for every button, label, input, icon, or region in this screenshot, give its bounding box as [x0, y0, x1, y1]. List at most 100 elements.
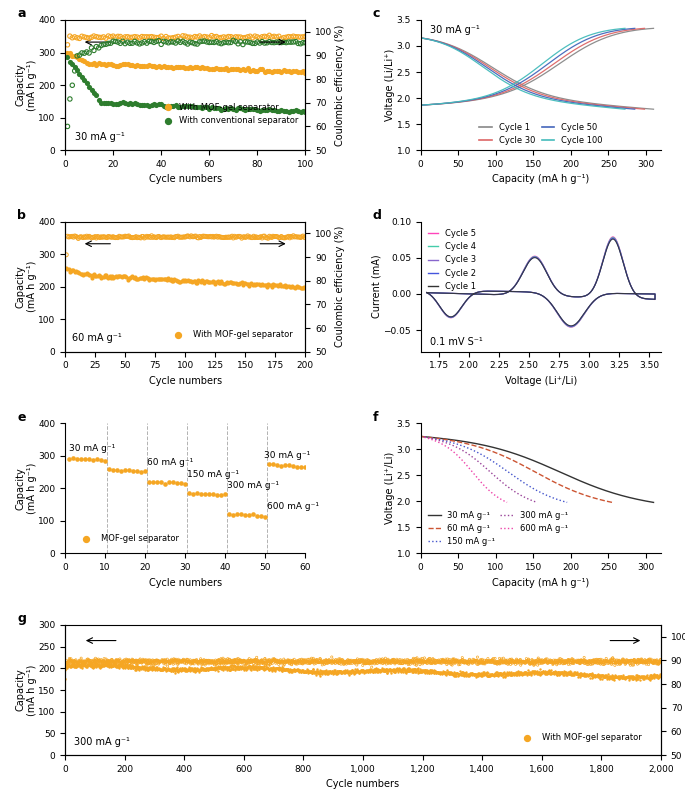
Point — [338, 658, 349, 671]
Point — [536, 656, 547, 669]
Point — [155, 272, 166, 285]
Point — [428, 655, 439, 668]
Point — [582, 669, 593, 682]
Point — [153, 662, 164, 675]
Point — [618, 671, 629, 684]
Point — [502, 654, 513, 666]
Point — [291, 656, 302, 669]
Point — [497, 656, 508, 669]
Point — [474, 656, 485, 669]
Point — [149, 662, 160, 674]
Point — [640, 656, 651, 669]
Point — [200, 654, 211, 666]
Point — [188, 662, 199, 674]
Point — [363, 665, 374, 678]
Point — [509, 655, 520, 668]
Point — [490, 657, 501, 670]
Point — [89, 655, 100, 668]
Point — [418, 655, 429, 668]
Point — [249, 65, 260, 78]
Point — [249, 279, 260, 292]
Point — [364, 664, 375, 677]
Point — [420, 655, 431, 668]
Point — [149, 31, 160, 44]
Point — [109, 657, 120, 670]
Point — [628, 670, 639, 683]
Point — [373, 655, 384, 668]
Point — [276, 280, 287, 292]
Point — [188, 655, 199, 668]
Point — [160, 231, 171, 244]
Point — [336, 654, 347, 667]
Point — [412, 666, 423, 679]
Point — [495, 669, 506, 682]
Point — [512, 657, 523, 670]
Point — [273, 656, 284, 669]
Point — [97, 654, 108, 667]
Point — [173, 230, 184, 243]
Point — [326, 666, 337, 678]
Point — [266, 656, 277, 669]
Point — [93, 57, 104, 70]
Point — [619, 654, 630, 667]
Point — [82, 267, 92, 280]
Point — [538, 654, 549, 667]
Point — [321, 654, 332, 667]
Point — [535, 669, 546, 682]
Point — [222, 656, 233, 669]
Point — [145, 657, 156, 670]
Point — [177, 30, 188, 42]
Point — [338, 656, 349, 669]
Point — [95, 269, 105, 282]
Point — [185, 657, 196, 670]
Point — [88, 657, 99, 670]
Point — [262, 662, 273, 674]
Point — [593, 669, 603, 682]
Point — [538, 654, 549, 667]
Point — [632, 670, 643, 683]
Point — [413, 654, 424, 666]
Point — [360, 657, 371, 670]
Point — [463, 669, 474, 682]
Point — [462, 658, 473, 670]
Point — [310, 666, 321, 679]
Point — [300, 666, 311, 678]
Line: 150 mA g⁻¹: 150 mA g⁻¹ — [421, 436, 567, 503]
Point — [71, 661, 82, 674]
Point — [510, 658, 521, 670]
Point — [582, 669, 593, 682]
Point — [72, 51, 83, 64]
Point — [477, 653, 488, 666]
Point — [127, 653, 138, 666]
Point — [514, 654, 525, 666]
Point — [433, 655, 444, 668]
Point — [345, 666, 356, 679]
Point — [504, 656, 515, 669]
Point — [300, 655, 311, 668]
Point — [184, 655, 195, 668]
Point — [566, 667, 577, 680]
Point — [74, 655, 85, 668]
Point — [158, 656, 169, 669]
Point — [427, 653, 438, 666]
Point — [476, 655, 487, 668]
Point — [290, 664, 301, 677]
Point — [226, 662, 237, 675]
Point — [450, 656, 461, 669]
Point — [110, 657, 121, 670]
Point — [115, 97, 126, 109]
Point — [232, 656, 243, 669]
Point — [73, 659, 84, 672]
Point — [622, 670, 633, 683]
Point — [76, 659, 87, 672]
Point — [108, 230, 119, 243]
Point — [369, 654, 379, 667]
Point — [597, 658, 608, 671]
Point — [253, 655, 264, 668]
Point — [401, 665, 412, 678]
Point — [282, 656, 293, 669]
Point — [97, 658, 108, 671]
Point — [188, 230, 199, 243]
Point — [607, 670, 618, 682]
Point — [419, 664, 430, 677]
